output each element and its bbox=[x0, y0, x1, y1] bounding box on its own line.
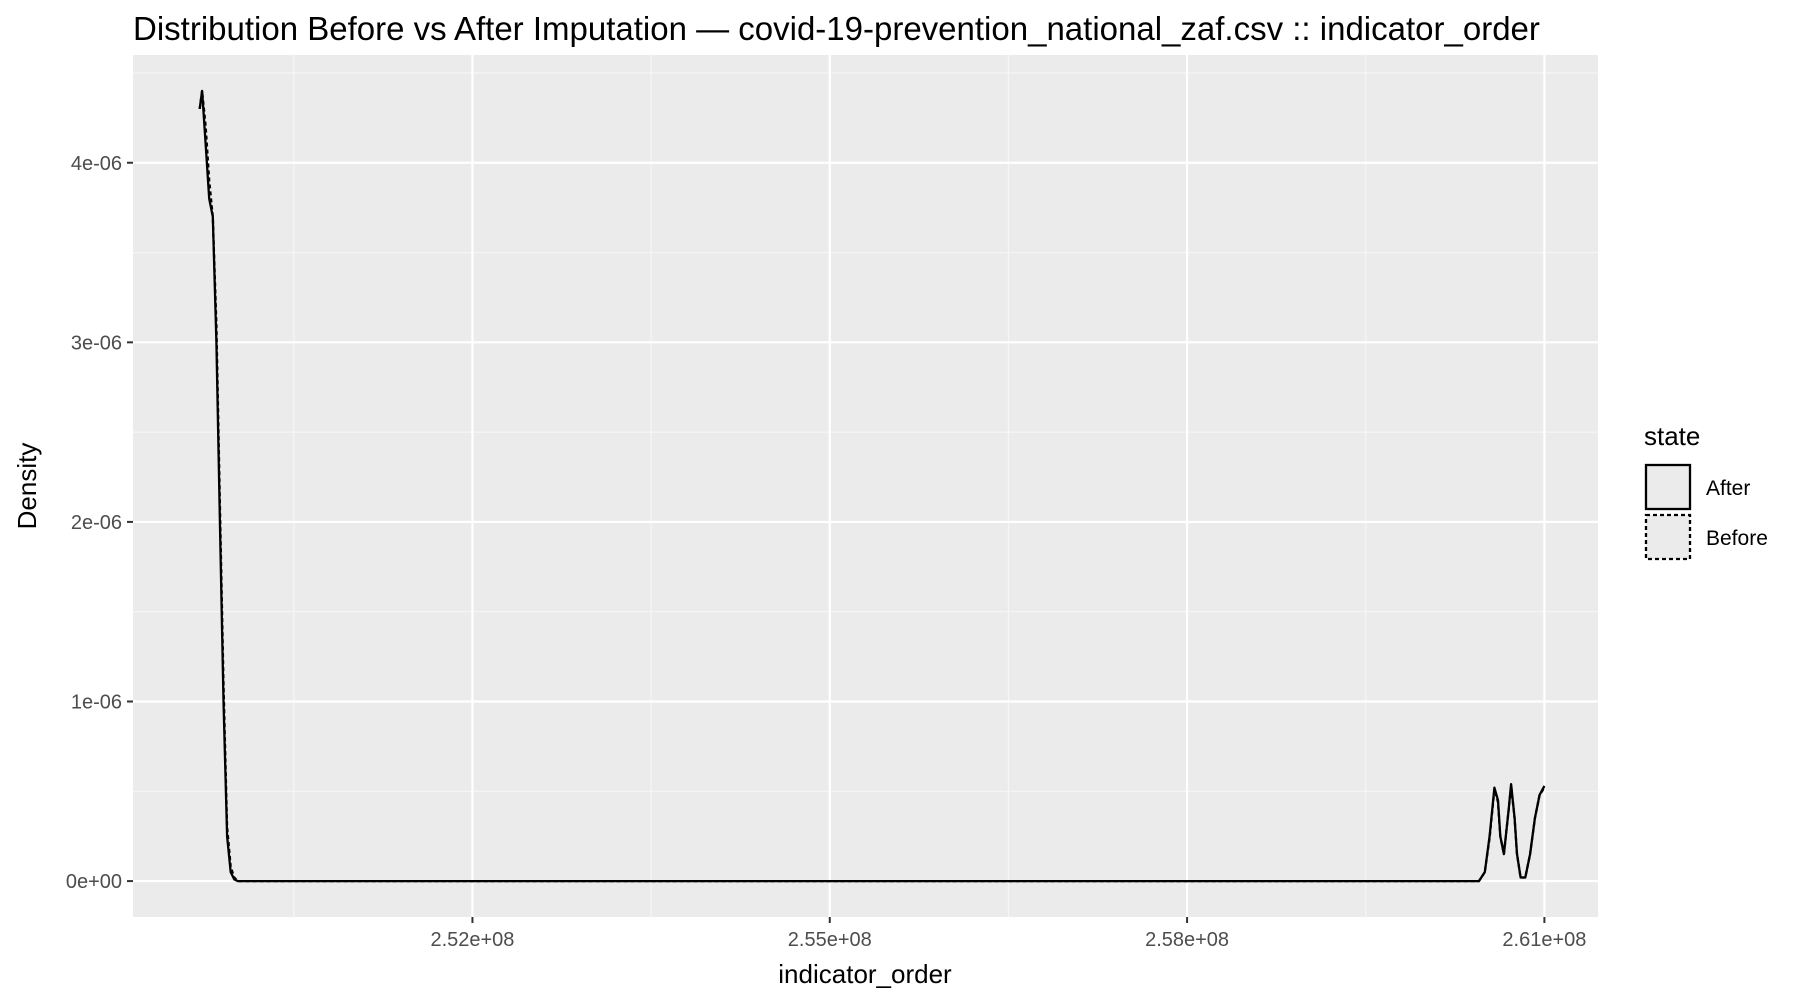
y-axis: 0e+00 1e-06 2e-06 3e-06 4e-06 bbox=[66, 153, 133, 893]
series-line-before bbox=[198, 89, 1546, 883]
x-tick-label: 2.58e+08 bbox=[1145, 929, 1229, 951]
y-axis-title: Density bbox=[12, 443, 42, 530]
minor-grid bbox=[133, 55, 1598, 917]
series-layer bbox=[198, 89, 1546, 883]
x-tick-label: 2.52e+08 bbox=[430, 929, 514, 951]
x-tick-label: 2.55e+08 bbox=[788, 929, 872, 951]
plot-panel bbox=[133, 55, 1598, 917]
chart-title: Distribution Before vs After Imputation … bbox=[133, 10, 1540, 47]
legend-label: After bbox=[1706, 477, 1750, 500]
x-axis: 2.52e+08 2.55e+08 2.58e+08 2.61e+08 bbox=[430, 917, 1586, 951]
x-tick-label: 2.61e+08 bbox=[1502, 929, 1586, 951]
legend-items: After Before bbox=[1644, 463, 1768, 561]
legend-key-before bbox=[1644, 513, 1692, 561]
legend-title: state bbox=[1644, 421, 1700, 451]
y-tick-label: 3e-06 bbox=[71, 332, 122, 354]
y-tick-label: 2e-06 bbox=[71, 512, 122, 534]
y-tick-label: 0e+00 bbox=[66, 871, 122, 893]
y-tick-label: 4e-06 bbox=[71, 153, 122, 175]
legend: state After Before bbox=[1644, 421, 1768, 561]
x-axis-title: indicator_order bbox=[778, 959, 952, 989]
legend-key-after bbox=[1644, 463, 1692, 511]
legend-label: Before bbox=[1706, 527, 1768, 550]
y-tick-label: 1e-06 bbox=[71, 692, 122, 714]
